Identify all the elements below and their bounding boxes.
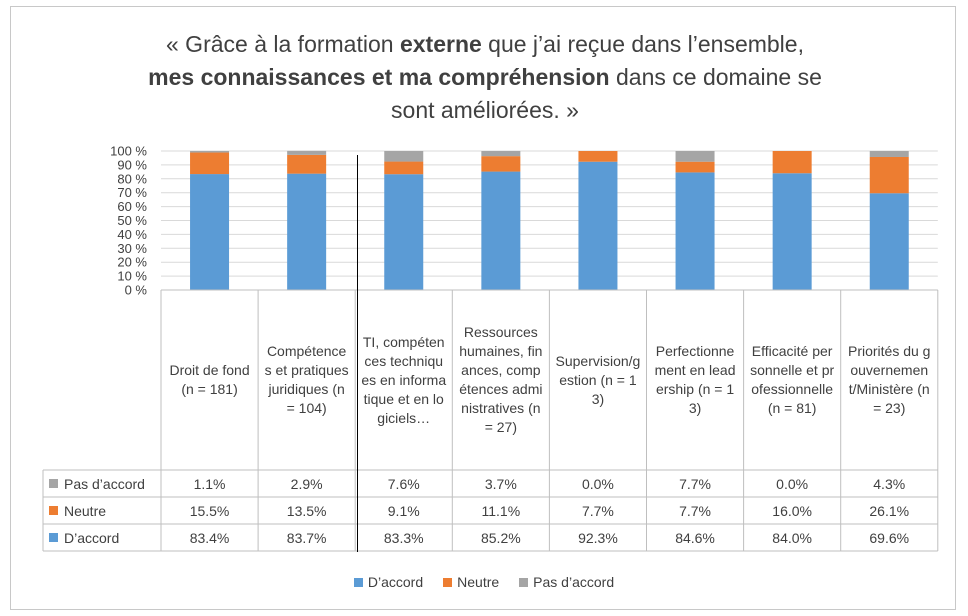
data-label: 92.3% xyxy=(578,529,618,546)
y-tick-label: 10 % xyxy=(117,269,147,284)
y-tick-label: 80 % xyxy=(117,171,147,186)
category-label: Perfectionnement en leadership (n = 13) xyxy=(654,343,736,416)
legend-label: D’accord xyxy=(367,574,424,590)
bar-segment xyxy=(190,151,230,153)
title-text: sont améliorées. » xyxy=(391,97,579,123)
data-label: 4.3% xyxy=(873,475,906,492)
bar-segment xyxy=(384,174,424,290)
data-label: 7.7% xyxy=(581,502,614,519)
legend-label: Pas d’accord xyxy=(533,574,615,590)
bar-segment xyxy=(287,150,327,155)
data-label: 83.3% xyxy=(383,529,424,546)
data-label: 15.5% xyxy=(189,502,230,519)
data-label: 85.2% xyxy=(480,529,521,546)
data-label: 0.0% xyxy=(776,475,809,492)
legend-item: Neutre xyxy=(443,574,499,590)
legend-swatch xyxy=(443,577,453,587)
y-tick-label: 40 % xyxy=(117,227,147,242)
legend-swatch xyxy=(49,479,58,488)
data-label: 2.9% xyxy=(290,475,323,492)
bar-segment xyxy=(675,161,715,173)
data-label: 13.5% xyxy=(286,502,327,519)
bar-segment xyxy=(481,151,521,157)
y-tick-label: 50 % xyxy=(117,213,147,228)
bar-segment xyxy=(578,161,618,290)
bar-segment xyxy=(578,151,618,162)
data-label: 83.4% xyxy=(189,529,230,546)
category-label: Efficacité personnelle et professionnell… xyxy=(750,343,835,416)
y-tick-label: 90 % xyxy=(117,157,147,172)
y-tick-label: 60 % xyxy=(117,199,147,214)
title-bold-text: externe xyxy=(399,31,482,57)
y-tick-label: 100 % xyxy=(110,144,147,159)
y-tick-label: 70 % xyxy=(117,185,147,200)
chart-frame xyxy=(10,6,956,610)
chart-legend: D’accord Neutre Pas d’accord xyxy=(0,574,968,590)
data-label: 84.0% xyxy=(772,529,812,546)
data-label: 11.1% xyxy=(481,502,521,519)
title-text: « Grâce à la formation xyxy=(166,31,400,57)
bar-segment xyxy=(772,173,812,290)
y-tick-label: 0 % xyxy=(125,283,148,298)
bar-segment xyxy=(190,152,230,175)
category-label: Compétences et pratiques juridiques (n =… xyxy=(264,343,349,416)
category-label: Ressources humaines, finances, compétenc… xyxy=(459,324,543,435)
legend-swatch xyxy=(49,506,58,515)
data-label: 9.1% xyxy=(387,502,420,519)
category-label: Priorités du gouvernement/Ministère (n =… xyxy=(847,343,931,416)
bar-segment xyxy=(869,151,909,157)
title-bold-text: mes connaissances et ma compréhension xyxy=(148,64,610,90)
legend-label: Neutre xyxy=(457,574,500,590)
data-label: 7.7% xyxy=(679,502,711,519)
data-label: 1.1% xyxy=(193,475,226,492)
bar-segment xyxy=(481,171,521,290)
bar-segment xyxy=(675,172,715,290)
data-label: 84.6% xyxy=(675,529,715,546)
data-label: 3.7% xyxy=(484,475,517,492)
bar-segment xyxy=(190,174,230,290)
legend-item: D’accord xyxy=(353,574,424,590)
title-text: dans ce domaine se xyxy=(609,64,822,90)
bar-segment xyxy=(384,151,424,162)
bar-segment xyxy=(287,154,327,174)
y-tick-label: 30 % xyxy=(117,241,147,256)
table-row-label-text: Neutre xyxy=(64,502,107,519)
data-label: 16.0% xyxy=(772,502,812,519)
chart-title: « Grâce à la formation externe que j’ai … xyxy=(60,28,910,127)
table-row-label: Pas d’accord xyxy=(43,470,145,497)
category-label: Supervision/gestion (n = 13) xyxy=(555,352,641,407)
category-label: TI, compétences techniques en informatiq… xyxy=(361,333,447,426)
data-label: 83.7% xyxy=(286,529,327,546)
data-label: 69.6% xyxy=(869,529,910,546)
data-label: 7.6% xyxy=(387,475,420,492)
category-label: Droit de fond (n = 181) xyxy=(169,362,250,397)
legend-item: Pas d’accord xyxy=(519,574,614,590)
y-tick-label: 20 % xyxy=(117,255,147,270)
table-row-label: D’accord xyxy=(43,524,119,551)
bar-segment xyxy=(481,156,521,172)
table-row-label-text: Pas d’accord xyxy=(64,475,145,492)
data-label: 7.7% xyxy=(679,475,711,492)
data-label: 26.1% xyxy=(869,502,910,519)
data-label: 0.0% xyxy=(581,475,614,492)
legend-swatch xyxy=(353,577,363,587)
bar-segment xyxy=(772,151,812,174)
bar-segment xyxy=(287,173,327,290)
bar-segment xyxy=(869,193,909,290)
bar-segment xyxy=(384,161,424,175)
legend-swatch xyxy=(49,533,58,542)
bar-segment xyxy=(869,156,909,194)
table-row-label: Neutre xyxy=(43,497,106,524)
bar-segment xyxy=(675,151,715,162)
title-text: que j’ai reçue dans l’ensemble, xyxy=(481,31,804,57)
legend-swatch xyxy=(519,577,529,587)
table-row-label-text: D’accord xyxy=(64,529,120,546)
